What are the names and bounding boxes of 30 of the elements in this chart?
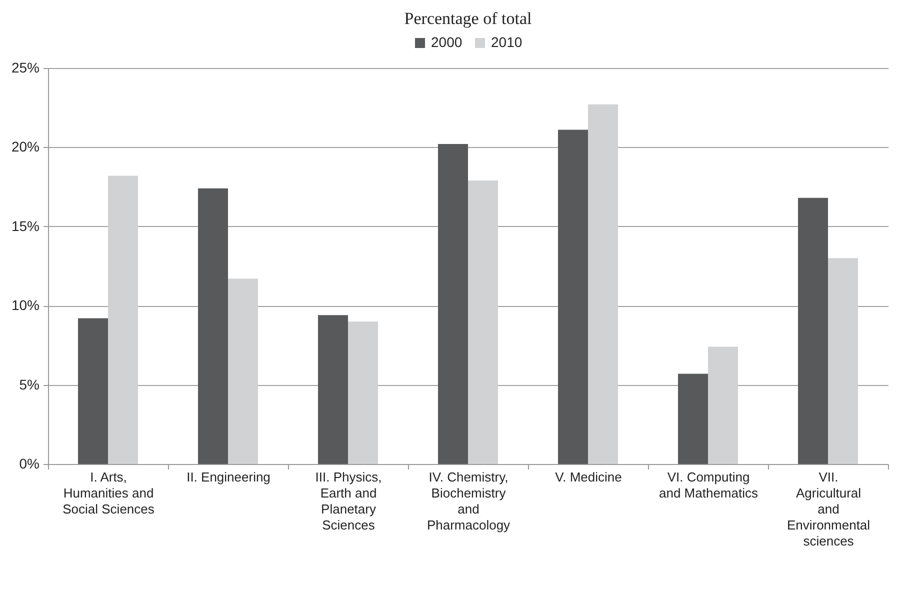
x-tick-label: VI. Computing and Mathematics [659,470,758,500]
bar [588,104,618,464]
y-tick-label: 25% [11,60,40,76]
x-tick-label: IV. Chemistry, Biochemistry and Pharmacology [426,470,511,532]
x-tick-label: VII. Agricultural and Environmental sciences [786,470,870,548]
bar [438,144,468,464]
bar [468,180,498,464]
x-tick-label: III. Physics, Earth and Planetary Sciences [315,470,382,532]
bar [798,198,828,464]
x-tick-label: I. Arts, Humanities and Social Sciences [62,470,155,516]
bar [558,130,588,464]
bar [348,321,378,464]
bar [318,315,348,464]
bar [708,346,738,464]
y-tick-label: 15% [11,218,40,234]
y-tick-label: 10% [11,297,40,314]
bar [198,188,228,464]
x-tick-label: II. Engineering [186,470,270,484]
x-tick-label: V. Medicine [555,470,622,484]
bar [828,258,858,464]
legend-label: 2010 [491,34,522,50]
bar [228,278,258,464]
y-tick-label: 0% [19,456,40,472]
bar [78,318,108,464]
legend-label: 2000 [431,34,462,50]
bar [108,176,138,464]
y-tick-label: 20% [11,138,40,155]
chart-title: Percentage of total [404,9,532,28]
y-tick-label: 5% [19,376,40,392]
bar [678,374,708,464]
